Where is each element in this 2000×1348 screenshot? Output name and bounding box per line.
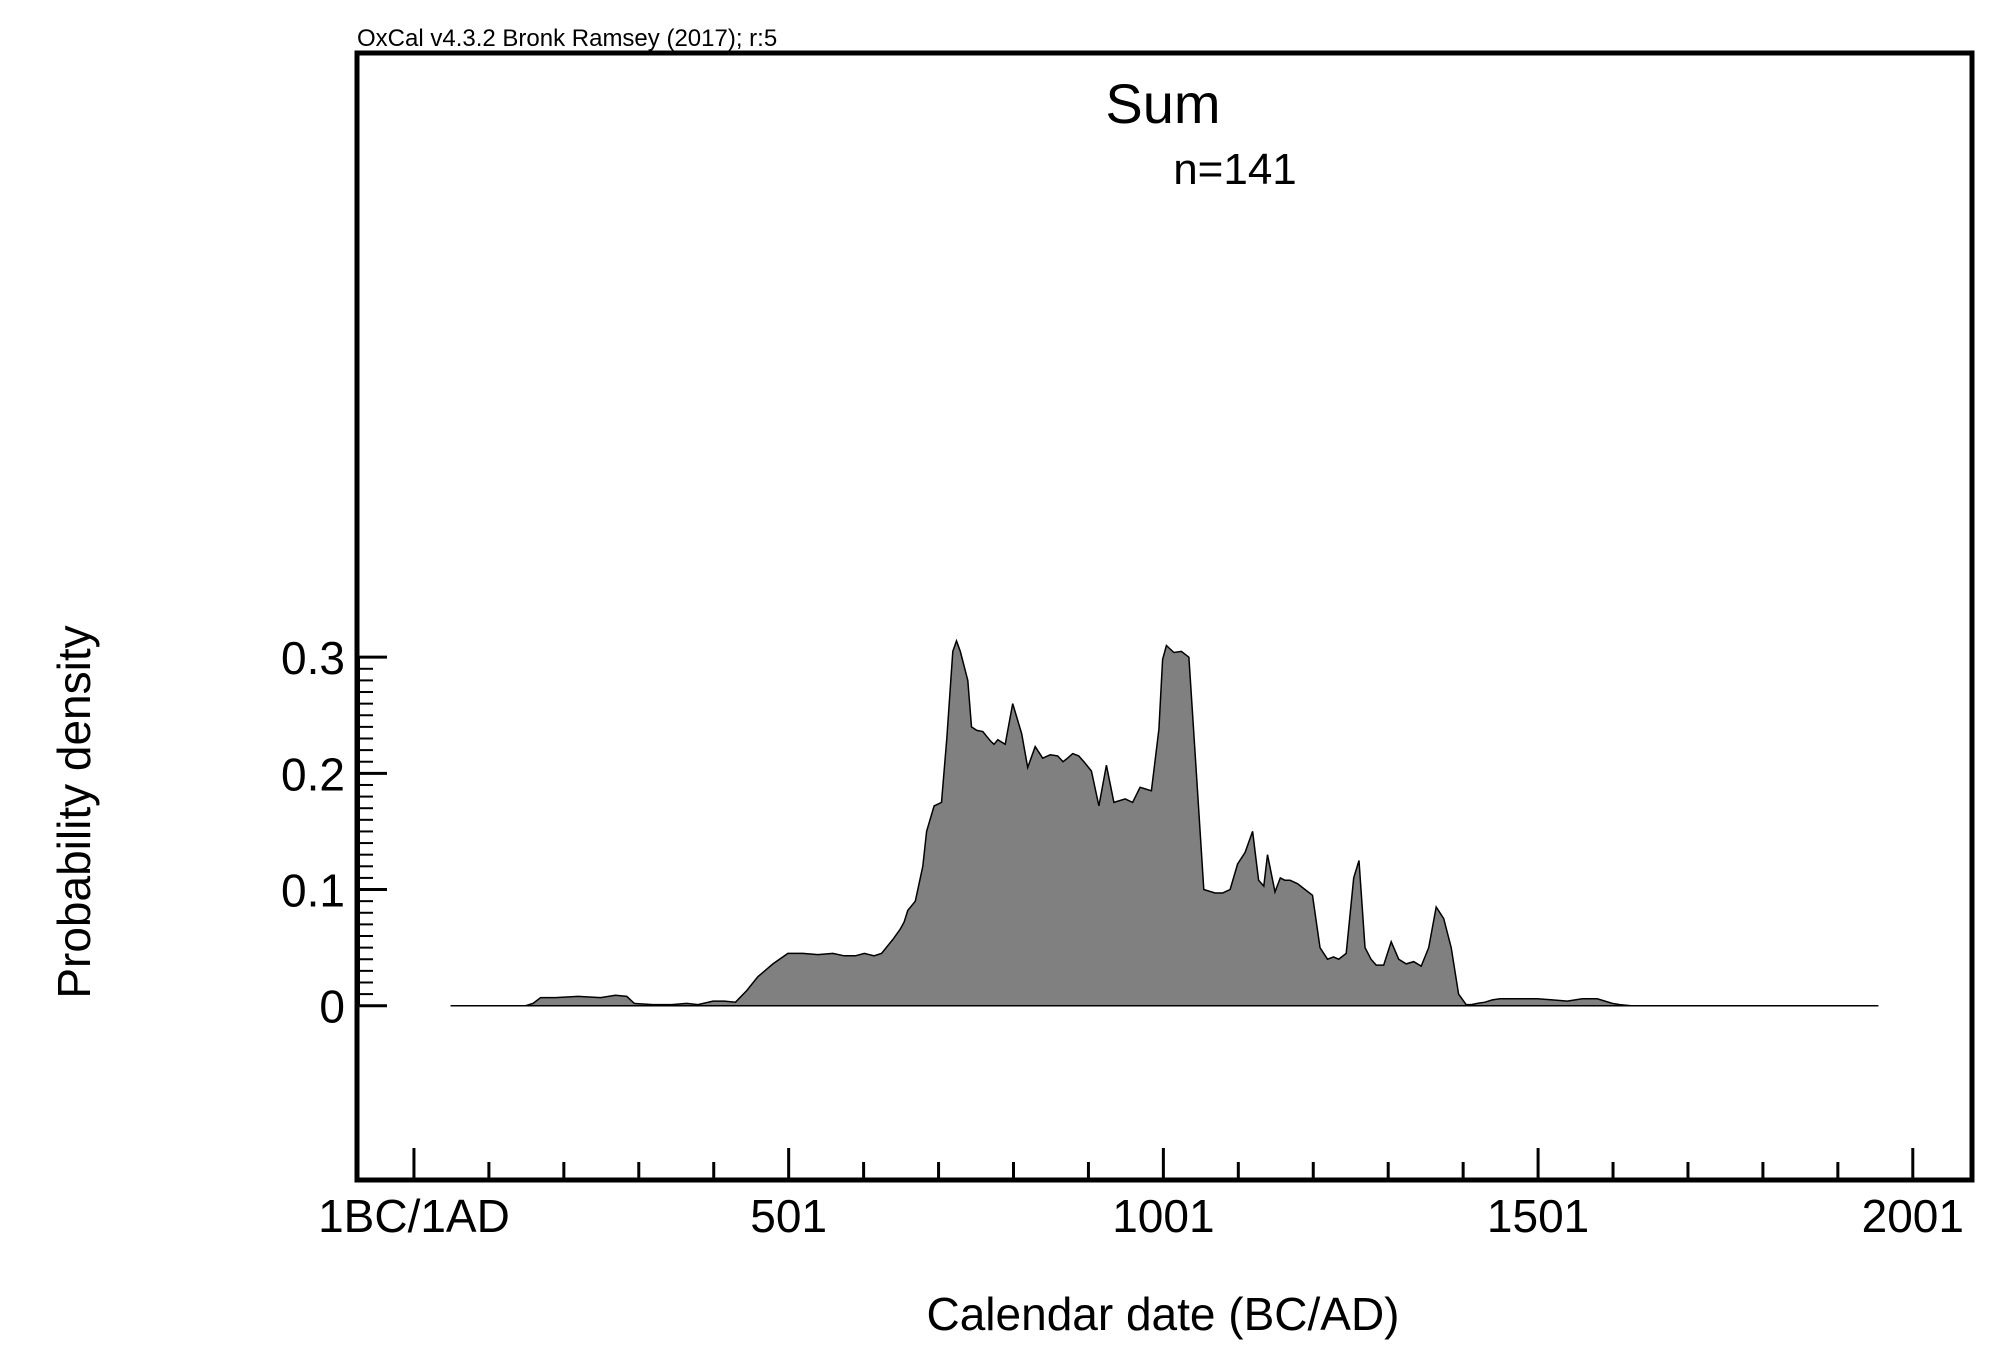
y-axis-label: Probability density	[48, 625, 100, 998]
x-tick-label: 2001	[1862, 1190, 1964, 1242]
plot-frame	[354, 50, 1975, 1183]
credit-text: OxCal v4.3.2 Bronk Ramsey (2017); r:5	[357, 25, 777, 52]
chart-subtitle: n=141	[1173, 145, 1297, 194]
y-tick-label: 0.1	[281, 865, 345, 917]
density-area-0	[450, 638, 1879, 1007]
chart-title: Sum	[1105, 72, 1220, 135]
x-tick-label: 1BC/1AD	[318, 1190, 510, 1242]
y-tick-label: 0	[319, 981, 345, 1033]
x-axis-label: Calendar date (BC/AD)	[927, 1288, 1400, 1340]
x-axis: 1BC/1AD 501 1001 1501 2001	[318, 1148, 1964, 1242]
x-tick-label: 1501	[1487, 1190, 1589, 1242]
y-tick-label: 0.3	[281, 632, 345, 684]
y-tick-label: 0.2	[281, 748, 345, 800]
x-tick-label: 1001	[1112, 1190, 1214, 1242]
y-axis: 0 0.1 0.2 0.3	[281, 632, 387, 1033]
area-layer	[450, 638, 1879, 1007]
x-tick-label: 501	[750, 1190, 827, 1242]
